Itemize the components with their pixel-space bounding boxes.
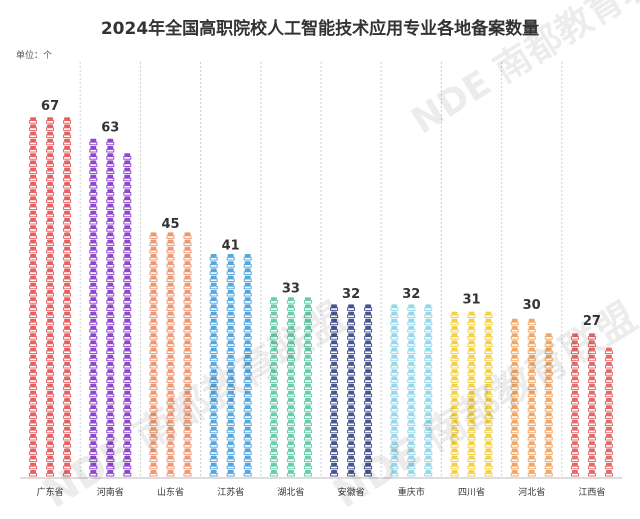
bar [89, 138, 132, 477]
x-tick-label: 湖北省 [277, 486, 304, 498]
data-label: 45 [161, 217, 179, 232]
bar [149, 232, 192, 477]
bar [269, 297, 312, 477]
bar [209, 254, 252, 477]
data-label: 31 [462, 292, 480, 307]
x-tick-label: 山东省 [157, 486, 184, 498]
bar [570, 333, 613, 477]
x-tick-label: 江苏省 [217, 486, 244, 498]
x-tick-label: 河北省 [518, 486, 545, 498]
bar [450, 311, 493, 477]
data-label: 27 [583, 314, 601, 329]
bar [330, 304, 373, 477]
x-tick-label: 广东省 [37, 486, 64, 498]
x-tick-label: 重庆市 [398, 486, 425, 498]
unit-label: 单位：个 [16, 51, 53, 61]
bar [510, 318, 553, 477]
x-tick-label: 安徽省 [338, 486, 365, 498]
data-label: 32 [342, 287, 360, 302]
x-tick-label: 河南省 [97, 486, 124, 498]
bar [29, 117, 72, 477]
data-label: 67 [41, 99, 59, 114]
data-label: 63 [101, 120, 119, 135]
x-tick-label: 四川省 [458, 486, 485, 498]
chart-title: 2024年全国高职院校人工智能技术应用专业各地备案数量 [100, 19, 540, 39]
data-label: 30 [523, 298, 541, 313]
x-tick-label: 江西省 [578, 486, 605, 498]
data-label: 33 [282, 282, 300, 297]
data-label: 32 [402, 287, 420, 302]
bar [390, 304, 433, 477]
data-label: 41 [222, 239, 240, 254]
